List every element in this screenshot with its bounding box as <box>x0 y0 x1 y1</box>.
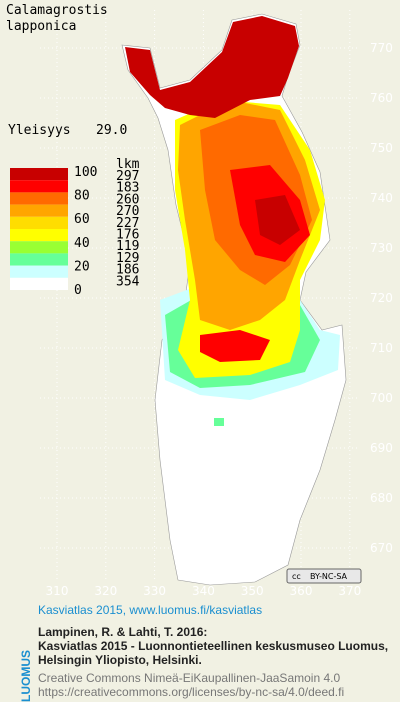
area-red-south <box>200 330 270 362</box>
level-label: 100 <box>74 165 97 180</box>
legend-swatch <box>10 253 68 266</box>
frequency-label: Yleisyys <box>8 123 71 138</box>
level-label: 20 <box>74 259 90 274</box>
northing-label: 700 <box>370 391 393 405</box>
species-name: lapponica <box>6 19 76 34</box>
northing-label: 770 <box>370 41 393 55</box>
atlas-link[interactable]: Kasviatlas 2015, www.luomus.fi/kasviatla… <box>38 603 262 617</box>
legend-swatch <box>10 216 68 229</box>
northing-label: 730 <box>370 241 393 255</box>
class-count: 297 <box>116 169 139 184</box>
level-label: 0 <box>74 283 82 298</box>
northing-label: 760 <box>370 91 393 105</box>
frequency-value: 29.0 <box>96 123 127 138</box>
level-label: 60 <box>74 212 90 227</box>
level-label: 80 <box>74 189 90 204</box>
class-count: 119 <box>116 239 139 254</box>
legend-swatch <box>10 204 68 217</box>
legend-swatch <box>10 180 68 193</box>
legend-swatch <box>10 192 68 205</box>
northing-label: 740 <box>370 191 393 205</box>
class-count: 354 <box>116 274 140 289</box>
license-badge <box>286 568 362 584</box>
easting-label: 360 <box>290 584 313 598</box>
class-count: 176 <box>116 228 139 243</box>
license-badge-text: BY-NC-SA <box>310 572 348 581</box>
northing-label: 720 <box>370 291 393 305</box>
easting-label: 330 <box>143 584 166 598</box>
legend-swatch <box>10 277 68 290</box>
legend-swatch <box>10 229 68 242</box>
easting-label: 370 <box>338 584 361 598</box>
area-dark-red <box>125 16 299 118</box>
citation: Lampinen, R. & Lahti, T. 2016: <box>38 625 207 639</box>
legend-swatch <box>10 168 68 181</box>
class-count: 227 <box>116 216 139 231</box>
northing-label: 670 <box>370 541 393 555</box>
area-dark-red-mid <box>255 195 300 245</box>
easting-label: 310 <box>46 584 69 598</box>
citation: Kasviatlas 2015 - Luonnontieteellinen ke… <box>38 639 388 653</box>
northing-label: 710 <box>370 341 393 355</box>
citation: Helsingin Yliopisto, Helsinki. <box>38 653 202 667</box>
easting-label: 350 <box>241 584 264 598</box>
area-spot <box>214 418 224 426</box>
count-header: lkm <box>116 157 140 172</box>
species-name: Calamagrostis <box>6 3 108 18</box>
legend-swatch <box>10 241 68 254</box>
cc-icon: cc <box>292 572 301 581</box>
legend-swatch <box>10 265 68 278</box>
northing-label: 690 <box>370 441 393 455</box>
northing-label: 680 <box>370 491 393 505</box>
license-text: Creative Commons Nimeä-EiKaupallinen-Jaa… <box>38 671 340 685</box>
class-count: 270 <box>116 204 139 219</box>
level-label: 40 <box>74 236 90 251</box>
license-url[interactable]: https://creativecommons.org/licenses/by-… <box>38 685 344 699</box>
class-count: 129 <box>116 251 139 266</box>
class-count: 186 <box>116 263 139 278</box>
class-count: 260 <box>116 192 139 207</box>
northing-label: 750 <box>370 141 393 155</box>
brand: LUOMUS <box>19 650 33 702</box>
class-count: 183 <box>116 181 139 196</box>
easting-label: 340 <box>192 584 215 598</box>
easting-label: 320 <box>94 584 117 598</box>
